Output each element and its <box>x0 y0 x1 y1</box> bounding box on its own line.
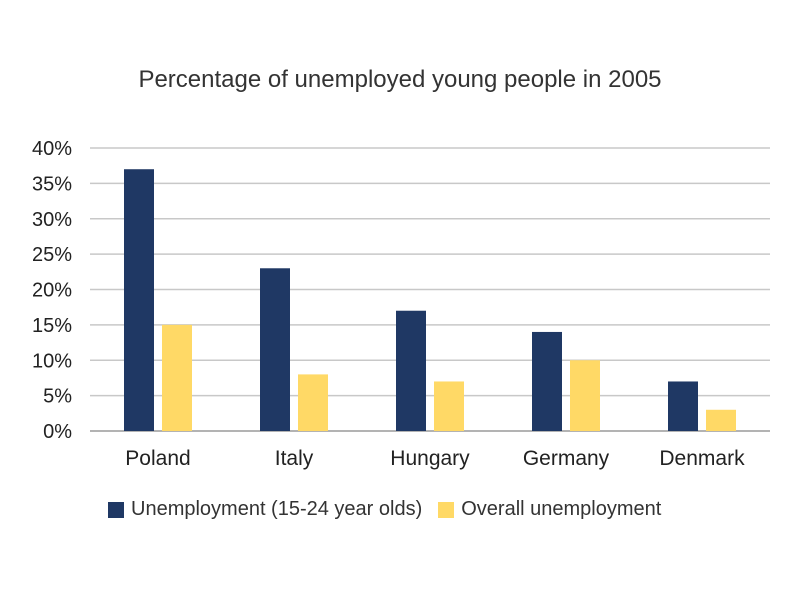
bar-germany-youth <box>532 331 562 431</box>
gridlines <box>90 147 770 432</box>
y-tick-label: 25% <box>32 244 72 266</box>
y-tick-label: 0% <box>43 421 72 443</box>
bar-poland-youth <box>124 169 154 431</box>
legend-swatch-youth <box>108 501 124 518</box>
bar-denmark-overall <box>706 409 736 431</box>
bar-denmark-youth <box>668 381 698 431</box>
x-tick-label: Italy <box>275 447 314 470</box>
legend: Unemployment (15-24 year olds) Overall u… <box>108 498 677 521</box>
x-axis-labels: Poland Italy Hungary Germany Denmark <box>125 447 745 470</box>
y-tick-label: 35% <box>32 173 72 195</box>
legend-item-youth: Unemployment (15-24 year olds) <box>108 498 422 521</box>
bar-hungary-overall <box>434 381 464 431</box>
y-tick-label: 20% <box>32 280 72 302</box>
bar-italy-youth <box>260 268 290 431</box>
x-tick-label: Germany <box>523 447 610 470</box>
bar-germany-overall <box>570 360 600 431</box>
x-tick-label: Poland <box>125 447 190 470</box>
legend-label-youth: Unemployment (15-24 year olds) <box>131 498 423 520</box>
legend-swatch-overall <box>438 501 455 518</box>
y-axis-ticks: 0% 5% 10% 15% 20% 25% 30% 35% 40% <box>32 138 72 443</box>
y-tick-label: 10% <box>32 350 72 372</box>
legend-item-overall: Overall unemployment <box>438 498 661 521</box>
x-tick-label: Hungary <box>390 447 470 470</box>
y-tick-label: 5% <box>43 386 72 408</box>
bar-poland-overall <box>162 324 192 431</box>
x-tick-label: Denmark <box>659 447 745 470</box>
bar-italy-overall <box>298 374 328 431</box>
chart-title: Percentage of unemployed young people in… <box>138 66 662 93</box>
y-tick-label: 30% <box>32 209 72 231</box>
y-tick-label: 15% <box>32 315 72 337</box>
bars <box>124 169 736 431</box>
y-tick-label: 40% <box>32 138 72 160</box>
legend-label-overall: Overall unemployment <box>461 498 662 520</box>
bar-hungary-youth <box>396 310 426 431</box>
